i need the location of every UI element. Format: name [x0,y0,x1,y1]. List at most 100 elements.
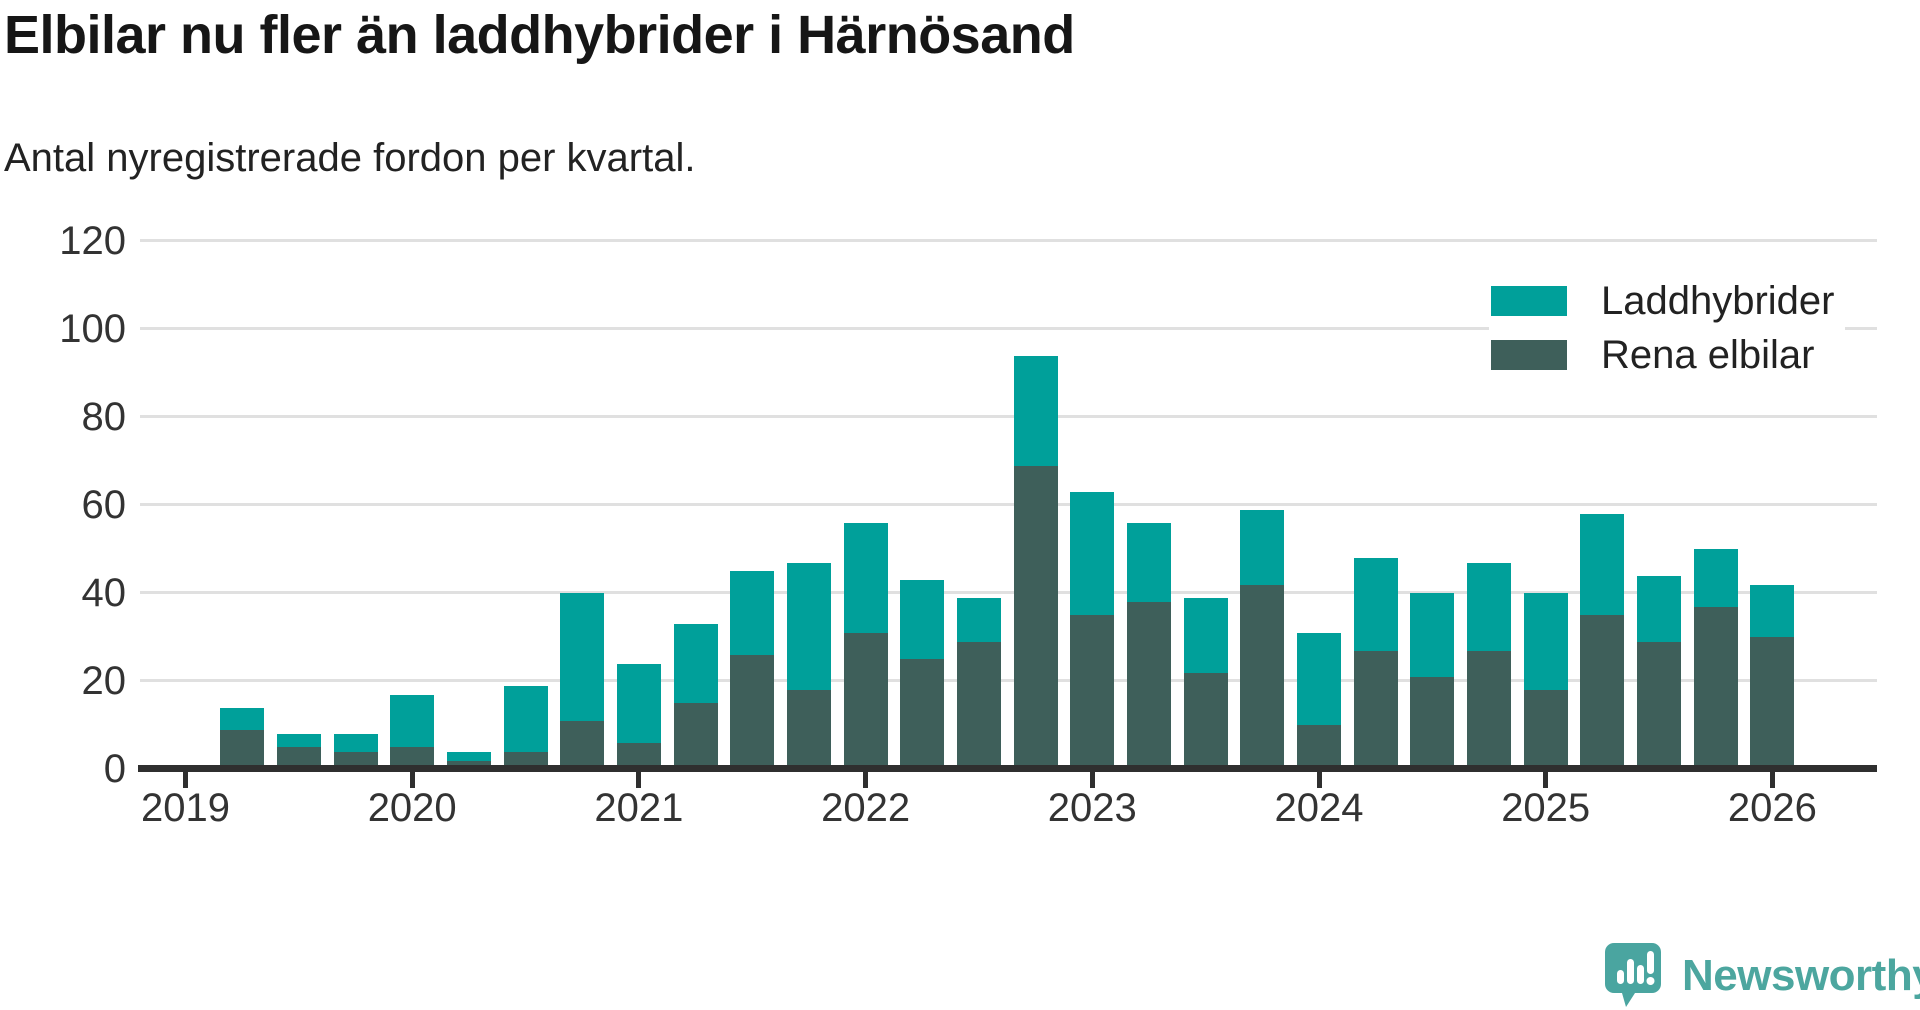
bar-segment-laddhybrider [1750,584,1795,638]
bar-segment-laddhybrider [1523,593,1568,691]
bar-2024-Q2 [1353,558,1398,765]
bar-2022-Q3 [956,597,1001,765]
bar-segment-laddhybrider [1297,633,1342,726]
bar-2023-Q3 [1183,597,1228,765]
bar-segment-rena-elbilar [446,760,491,765]
bar-segment-laddhybrider [1240,509,1285,585]
bar-segment-laddhybrider [1127,523,1171,603]
gridline-20 [140,679,1877,682]
y-tick-label-0: 0 [103,746,126,791]
bar-2021-Q2 [673,624,718,765]
x-tick-label-2020: 2020 [367,786,457,830]
x-tick-2022 [863,772,869,788]
bar-segment-laddhybrider [956,597,1001,642]
bar-2025-Q1 [1523,593,1568,765]
x-tick-2025 [1543,772,1549,788]
bar-segment-laddhybrider [390,694,435,748]
bar-segment-rena-elbilar [1013,465,1058,765]
bar-segment-rena-elbilar [673,703,718,765]
bar-segment-rena-elbilar [616,743,661,765]
bar-2026-Q1 [1750,584,1795,765]
bar-segment-laddhybrider [786,562,831,691]
bar-2025-Q2 [1580,514,1625,765]
bar-segment-rena-elbilar [333,751,378,765]
bar-segment-laddhybrider [1410,593,1455,677]
bar-2025-Q4 [1693,549,1738,765]
bar-segment-rena-elbilar [560,721,605,765]
y-tick-label-60: 60 [81,482,127,527]
legend-swatch-rena-elbilar [1491,340,1567,370]
bar-segment-laddhybrider [220,707,265,730]
bar-segment-rena-elbilar [1297,725,1342,765]
bar-segment-laddhybrider [616,663,661,743]
bar-segment-laddhybrider [1070,492,1115,616]
y-tick-label-80: 80 [81,394,127,439]
chart-title: Elbilar nu fler än laddhybrider i Härnös… [4,5,1075,65]
plot-area [138,238,1877,772]
bar-segment-laddhybrider [843,523,888,633]
bar-segment-rena-elbilar [786,690,831,765]
bar-segment-laddhybrider [900,580,945,660]
x-tick-2023 [1089,772,1095,788]
bar-segment-rena-elbilar [1240,584,1285,765]
bar-2020-Q4 [560,593,605,765]
bar-2020-Q3 [503,685,548,765]
bar-2021-Q4 [786,562,831,765]
bar-2024-Q4 [1467,562,1512,765]
bar-segment-rena-elbilar [956,641,1001,765]
bar-segment-laddhybrider [673,624,718,704]
bar-segment-rena-elbilar [1523,690,1568,765]
x-tick-label-2023: 2023 [1047,786,1137,830]
bar-segment-laddhybrider [1013,355,1058,466]
bar-segment-laddhybrider [730,571,775,655]
bar-segment-laddhybrider [1580,514,1625,616]
bar-segment-rena-elbilar [1637,641,1682,765]
x-tick-label-2021: 2021 [594,786,684,830]
bar-segment-rena-elbilar [1127,602,1171,765]
bar-2022-Q2 [900,580,945,765]
x-tick-2026 [1769,772,1775,788]
bar-segment-rena-elbilar [503,751,548,765]
bar-2020-Q2 [446,751,491,765]
bar-2022-Q4 [1013,355,1058,765]
bar-segment-rena-elbilar [843,633,888,765]
newsworthy-logo-icon [1605,943,1661,1007]
x-tick-label-2019: 2019 [141,786,230,830]
bar-segment-laddhybrider [1353,558,1398,651]
gridline-80 [140,415,1877,418]
legend-item-rena-elbilar: Rena elbilar [1491,334,1835,376]
bar-2020-Q1 [390,694,435,765]
bar-segment-rena-elbilar [1183,672,1228,765]
bar-segment-laddhybrider [560,593,605,721]
legend-label: Laddhybrider [1601,279,1835,323]
legend-item-laddhybrider: Laddhybrider [1491,280,1835,322]
bar-segment-laddhybrider [1693,549,1738,607]
chart-subtitle: Antal nyregistrerade fordon per kvartal. [4,136,696,180]
bar-segment-rena-elbilar [220,729,265,765]
bar-2023-Q1 [1070,492,1115,765]
bar-segment-laddhybrider [276,734,321,748]
bar-segment-rena-elbilar [1353,650,1398,765]
x-tick-label-2026: 2026 [1727,786,1817,830]
bar-segment-laddhybrider [1183,597,1228,673]
bar-segment-rena-elbilar [1693,606,1738,765]
bar-segment-laddhybrider [1637,575,1682,642]
gridline-120 [140,239,1877,242]
gridline-40 [140,591,1877,594]
newsworthy-logo: Newsworthy [1604,942,1920,1010]
legend: Laddhybrider Rena elbilar [1489,276,1845,380]
bar-2019-Q4 [333,734,378,765]
gridline-60 [140,503,1877,506]
bar-2024-Q3 [1410,593,1455,765]
bar-segment-rena-elbilar [1070,615,1115,765]
x-axis-line [138,765,1877,772]
bar-segment-rena-elbilar [730,655,775,765]
x-tick-2024 [1316,772,1322,788]
newsworthy-logo-text: Newsworthy [1682,951,1920,1000]
bar-2019-Q3 [276,734,321,765]
bar-segment-laddhybrider [503,685,548,752]
bar-segment-rena-elbilar [276,747,321,765]
bar-segment-rena-elbilar [1580,615,1625,765]
x-tick-label-2022: 2022 [821,786,911,830]
